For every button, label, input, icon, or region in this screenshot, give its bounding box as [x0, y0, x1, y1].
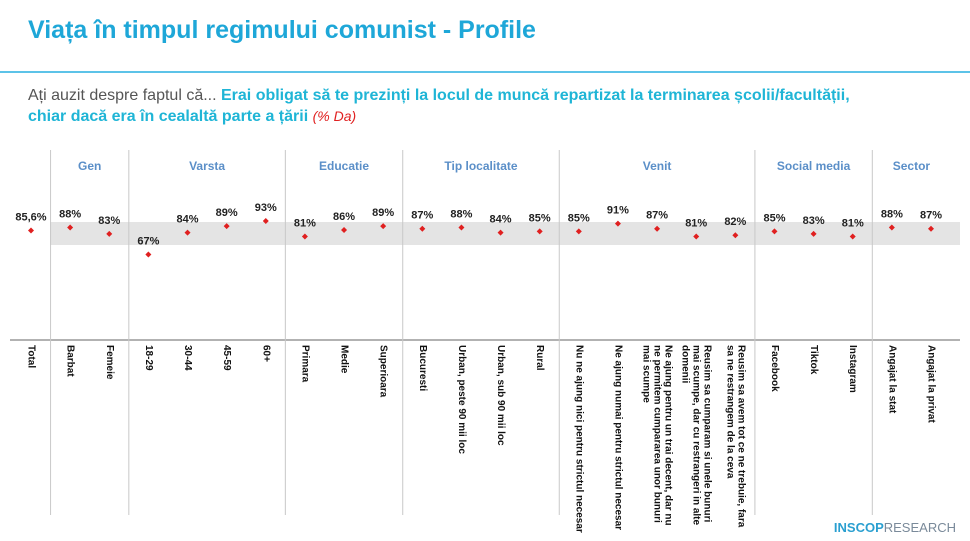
category-label: Rural [534, 345, 546, 371]
title-rule [0, 71, 970, 73]
value-label: 88% [59, 208, 81, 220]
data-point [614, 220, 621, 227]
category-label: Reusim sa cumparam si unele bunuri mai s… [679, 345, 713, 526]
group-label: Tip localitate [444, 159, 518, 173]
value-label: 87% [646, 210, 668, 222]
value-label: 91% [607, 205, 629, 217]
value-label: 87% [920, 210, 942, 222]
value-label: 67% [137, 236, 159, 248]
data-point [419, 225, 426, 232]
data-point [927, 225, 934, 232]
category-label: Instagram [847, 345, 859, 393]
category-label: Urban, sub 90 mii loc [495, 345, 507, 446]
data-point [301, 233, 308, 240]
data-point [458, 224, 465, 231]
value-label: 83% [98, 215, 120, 227]
value-label: 85,6% [15, 212, 46, 224]
data-point [654, 225, 661, 232]
value-label: 89% [372, 207, 394, 219]
value-label: 84% [490, 214, 512, 226]
logo-suffix: RESEARCH [883, 520, 956, 535]
category-label: Nu ne ajung nici pentru strictul necesar [573, 345, 585, 533]
value-label: 93% [255, 202, 277, 214]
category-label: Total [25, 345, 37, 369]
data-point [693, 233, 700, 240]
reference-band [50, 222, 960, 245]
logo: INSCOPRESEARCH [834, 520, 956, 535]
category-label: 45-59 [221, 345, 233, 371]
group-label: Varsta [189, 159, 226, 173]
data-point [223, 223, 230, 230]
value-label: 89% [216, 207, 238, 219]
question-text: Erai obligat să te prezinți la locul de … [28, 87, 850, 125]
data-point [67, 224, 74, 231]
value-label: 81% [842, 217, 864, 229]
group-label: Educatie [319, 159, 370, 173]
category-label: Primara [299, 345, 311, 383]
data-point [849, 233, 856, 240]
data-point [28, 227, 34, 234]
value-label: 87% [411, 210, 433, 222]
category-label: Facebook [768, 345, 780, 392]
data-point [497, 229, 504, 236]
value-label: 88% [881, 208, 903, 220]
data-point [575, 228, 582, 235]
group-label: Venit [642, 159, 672, 173]
value-label: 81% [294, 217, 316, 229]
group-label: Social media [776, 159, 851, 173]
category-label: Angajat la privat [925, 345, 937, 423]
category-label: Reusim sa avem tot ce ne trebuie, fara s… [724, 345, 747, 528]
category-label: Ne ajung pentru un trai decent, dar nu n… [640, 345, 674, 526]
value-label: 88% [450, 208, 472, 220]
data-point [771, 228, 778, 235]
question-prefix: Ați auzit despre faptul că... [28, 87, 217, 104]
category-label: 30-44 [182, 345, 194, 371]
value-label: 86% [333, 211, 355, 223]
data-point [536, 228, 543, 235]
value-label: 84% [177, 214, 199, 226]
category-label: Bucuresti [416, 345, 428, 392]
question: Ați auzit despre faptul că... Erai oblig… [28, 86, 858, 127]
value-label: 85% [568, 212, 590, 224]
data-point [380, 223, 387, 230]
category-label: Superioara [377, 345, 389, 398]
category-label: Ne ajung numai pentru strictul necesar [612, 345, 624, 531]
category-label: Urban, peste 90 mii loc [455, 345, 467, 454]
category-label: 60+ [260, 345, 272, 362]
data-point [732, 232, 739, 239]
value-label: 85% [529, 212, 551, 224]
value-label: 85% [763, 212, 785, 224]
category-label: 18-29 [142, 345, 154, 371]
data-point [888, 224, 895, 231]
data-point [810, 230, 817, 237]
group-label: Sector [892, 159, 931, 173]
data-point [184, 229, 191, 236]
data-point [341, 227, 348, 234]
data-point [106, 230, 113, 237]
data-point [145, 251, 152, 258]
category-label: Medie [338, 345, 350, 374]
category-label: Barbat [64, 345, 76, 377]
group-label: Gen [78, 159, 102, 173]
slide-title: Viața în timpul regimului comunist - Pro… [28, 16, 536, 44]
data-point [262, 218, 269, 224]
category-label: Tiktok [808, 345, 820, 375]
category-label: Femeie [103, 345, 115, 380]
unit-note: (% Da) [312, 108, 357, 124]
value-label: 83% [803, 215, 825, 227]
logo-brand: INSCOP [833, 520, 884, 535]
category-label: Angajat la stat [886, 345, 898, 414]
value-label: 81% [685, 217, 707, 229]
value-label: 82% [724, 216, 746, 228]
